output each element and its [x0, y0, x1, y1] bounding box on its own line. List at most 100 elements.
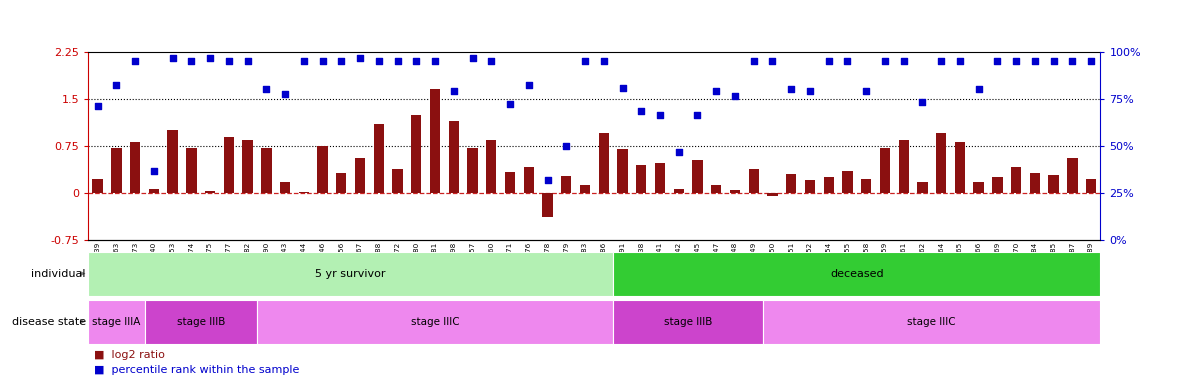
- Bar: [824, 177, 833, 193]
- Point: [1006, 58, 1025, 65]
- Bar: [448, 121, 459, 193]
- Point: [519, 82, 538, 88]
- Bar: [257, 300, 613, 344]
- Bar: [505, 172, 516, 193]
- Point: [500, 101, 519, 107]
- Bar: [224, 137, 234, 193]
- Bar: [112, 148, 121, 193]
- Bar: [145, 300, 257, 344]
- Point: [651, 111, 670, 118]
- Point: [932, 58, 951, 65]
- Point: [388, 58, 407, 65]
- Bar: [673, 189, 684, 193]
- Bar: [1030, 173, 1040, 193]
- Bar: [599, 133, 609, 193]
- Point: [895, 58, 913, 65]
- Text: 5 yr survivor: 5 yr survivor: [315, 268, 386, 279]
- Bar: [299, 192, 310, 193]
- Point: [819, 58, 838, 65]
- Point: [257, 86, 275, 93]
- Bar: [692, 161, 703, 193]
- Bar: [618, 149, 627, 193]
- Point: [145, 168, 164, 174]
- Bar: [862, 179, 871, 193]
- Point: [557, 143, 576, 149]
- Bar: [337, 173, 346, 193]
- Bar: [917, 182, 927, 193]
- Bar: [711, 185, 722, 193]
- Bar: [879, 148, 890, 193]
- Text: stage IIIC: stage IIIC: [907, 316, 956, 327]
- Point: [594, 58, 613, 65]
- Point: [201, 55, 220, 61]
- Point: [182, 58, 201, 65]
- Bar: [786, 174, 797, 193]
- Bar: [898, 140, 909, 193]
- Bar: [280, 182, 291, 193]
- Point: [951, 58, 970, 65]
- Point: [707, 88, 726, 94]
- Text: stage IIIA: stage IIIA: [92, 316, 140, 327]
- Text: ■  log2 ratio: ■ log2 ratio: [94, 350, 165, 360]
- Point: [219, 58, 238, 65]
- Point: [481, 58, 500, 65]
- Point: [632, 108, 651, 114]
- Point: [445, 88, 464, 94]
- Bar: [763, 300, 1100, 344]
- Point: [238, 58, 257, 65]
- Point: [126, 58, 145, 65]
- Point: [857, 88, 876, 94]
- Point: [913, 99, 932, 105]
- Bar: [636, 165, 646, 193]
- Bar: [955, 142, 965, 193]
- Bar: [561, 176, 571, 193]
- Text: stage IIIC: stage IIIC: [411, 316, 459, 327]
- Text: ■  percentile rank within the sample: ■ percentile rank within the sample: [94, 365, 299, 375]
- Point: [407, 58, 426, 65]
- Bar: [318, 146, 327, 193]
- Point: [426, 58, 445, 65]
- Point: [107, 82, 126, 88]
- Point: [576, 58, 594, 65]
- Bar: [129, 142, 140, 193]
- Bar: [936, 133, 946, 193]
- Point: [838, 58, 857, 65]
- Bar: [973, 182, 984, 193]
- Bar: [167, 130, 178, 193]
- Bar: [613, 252, 1100, 296]
- Bar: [411, 114, 421, 193]
- Bar: [524, 167, 534, 193]
- Text: disease state: disease state: [12, 316, 86, 327]
- Bar: [88, 252, 613, 296]
- Point: [725, 93, 744, 99]
- Point: [1082, 58, 1100, 65]
- Point: [164, 55, 182, 61]
- Point: [88, 103, 107, 109]
- Point: [294, 58, 313, 65]
- Bar: [543, 193, 553, 217]
- Point: [538, 177, 557, 184]
- Bar: [486, 140, 497, 193]
- Point: [988, 58, 1006, 65]
- Point: [782, 86, 800, 93]
- Bar: [355, 159, 365, 193]
- Point: [275, 91, 294, 97]
- Point: [969, 86, 988, 93]
- Bar: [242, 140, 253, 193]
- Bar: [261, 148, 272, 193]
- Bar: [1049, 175, 1059, 193]
- Bar: [580, 185, 590, 193]
- Bar: [430, 89, 440, 193]
- Point: [744, 58, 763, 65]
- Point: [370, 58, 388, 65]
- Point: [613, 84, 632, 91]
- Bar: [730, 190, 740, 193]
- Bar: [93, 179, 102, 193]
- Bar: [392, 169, 403, 193]
- Bar: [654, 163, 665, 193]
- Point: [689, 111, 707, 118]
- Point: [800, 88, 819, 94]
- Point: [670, 149, 689, 155]
- Point: [332, 58, 351, 65]
- Bar: [992, 177, 1003, 193]
